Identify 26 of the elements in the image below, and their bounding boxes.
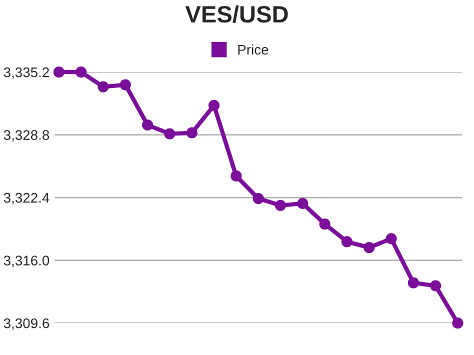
point xyxy=(341,236,353,248)
point xyxy=(319,218,330,230)
point xyxy=(76,66,87,78)
point xyxy=(430,280,442,292)
point xyxy=(408,277,419,288)
point xyxy=(386,233,397,244)
point xyxy=(142,119,154,131)
point xyxy=(252,192,264,204)
point xyxy=(274,200,286,211)
point xyxy=(53,66,64,78)
y-tick-label: 3,322.4 xyxy=(4,192,50,204)
y-tick-label: 3,316.0 xyxy=(4,256,50,268)
point xyxy=(98,81,109,92)
y-tick-label: 3,335.2 xyxy=(4,67,49,79)
point xyxy=(208,100,220,111)
y-tick-label: 3,309.6 xyxy=(4,318,50,330)
point xyxy=(452,317,464,329)
point xyxy=(230,170,242,182)
point xyxy=(186,127,198,138)
y-tick-label: 3,328.8 xyxy=(4,130,50,142)
point xyxy=(297,198,308,209)
legend-label: Price xyxy=(238,44,268,55)
chart-title: VES/USD xyxy=(185,5,288,23)
point xyxy=(364,242,375,254)
point xyxy=(164,128,176,140)
point xyxy=(120,79,131,90)
